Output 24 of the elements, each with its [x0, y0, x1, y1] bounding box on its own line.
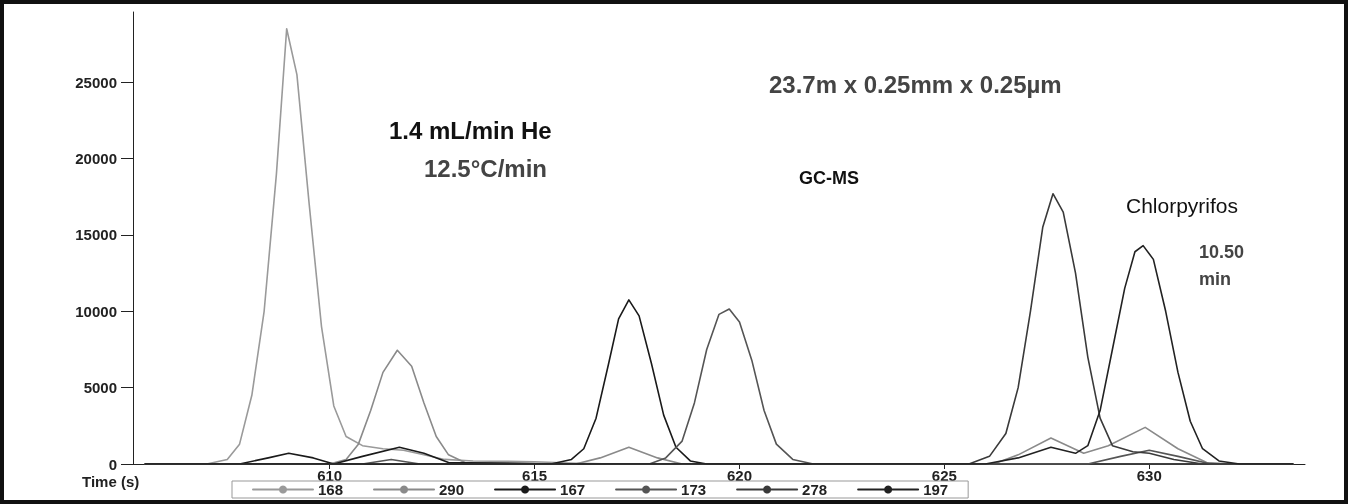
annotation: GC-MS — [799, 167, 859, 188]
x-tick-label: 615 — [522, 467, 548, 484]
legend-label: 173 — [681, 481, 707, 498]
x-axis-title: Time (s) — [82, 473, 140, 490]
x-tick-label: 610 — [317, 467, 343, 484]
legend-label: 278 — [802, 481, 828, 498]
x-tick-label: 625 — [931, 467, 957, 484]
y-tick-label: 20000 — [75, 150, 117, 168]
annotation: Chlorpyrifos — [1126, 194, 1239, 218]
annotation: 1.4 mL/min He — [389, 116, 552, 144]
legend-label: 167 — [560, 481, 586, 498]
y-tick-label: 0 — [108, 455, 117, 473]
y-tick-label: 5000 — [83, 379, 117, 397]
legend-label: 290 — [439, 481, 465, 498]
annotation: 12.5°C/min — [424, 154, 547, 182]
x-tick-label: 620 — [726, 467, 753, 484]
y-tick-label: 15000 — [75, 226, 117, 244]
annotation: 23.7m x 0.25mm x 0.25µm — [769, 70, 1062, 98]
legend-label: 197 — [923, 481, 949, 498]
annotation: 10.50 min — [1199, 241, 1245, 289]
y-tick-label: 10000 — [75, 302, 117, 320]
x-tick-label: 630 — [1136, 467, 1162, 484]
legend-label: 168 — [318, 481, 344, 498]
y-tick-label: 25000 — [75, 73, 117, 91]
